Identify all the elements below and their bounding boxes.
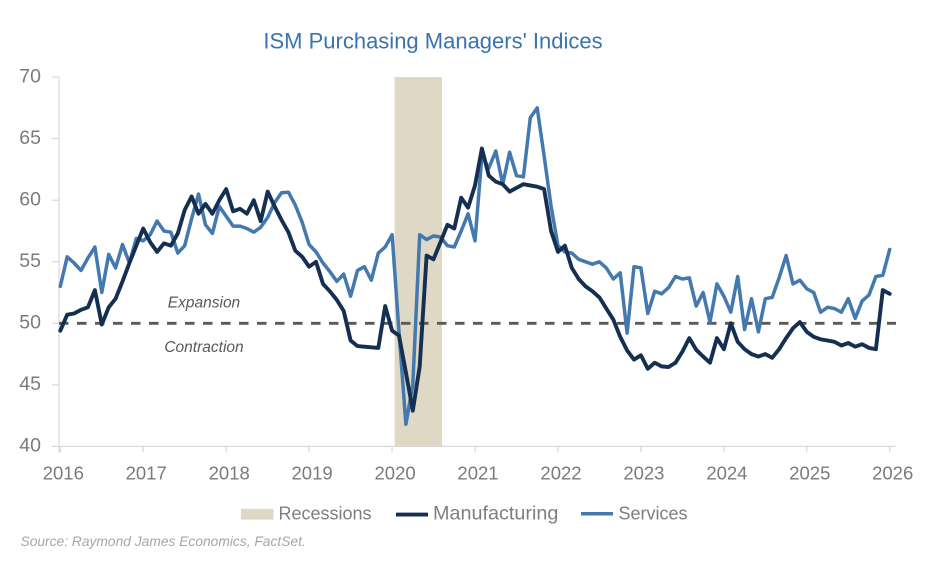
svg-text:2018: 2018 (209, 463, 250, 484)
svg-text:2020: 2020 (375, 463, 416, 484)
svg-text:2025: 2025 (789, 463, 830, 484)
svg-text:ISM Purchasing Managers' Indic: ISM Purchasing Managers' Indices (263, 29, 602, 54)
svg-text:55: 55 (19, 250, 41, 272)
svg-text:2016: 2016 (43, 463, 84, 484)
svg-text:50: 50 (19, 312, 41, 334)
svg-text:40: 40 (19, 435, 41, 457)
svg-text:Services: Services (619, 504, 688, 524)
svg-text:Expansion: Expansion (168, 295, 240, 312)
svg-text:2017: 2017 (126, 463, 167, 484)
svg-text:45: 45 (19, 373, 41, 395)
svg-text:Recessions: Recessions (279, 504, 372, 524)
svg-text:Manufacturing: Manufacturing (433, 503, 558, 525)
svg-text:2023: 2023 (623, 463, 664, 484)
svg-text:2019: 2019 (292, 463, 333, 484)
svg-text:2022: 2022 (540, 463, 581, 484)
svg-text:2021: 2021 (457, 463, 498, 484)
svg-text:2026: 2026 (872, 463, 913, 484)
svg-text:60: 60 (19, 189, 41, 211)
svg-text:70: 70 (19, 65, 41, 87)
svg-text:2024: 2024 (706, 463, 747, 484)
svg-text:Source: Raymond James Economic: Source: Raymond James Economics, FactSet… (21, 534, 306, 549)
svg-text:65: 65 (19, 127, 41, 149)
svg-text:Contraction: Contraction (164, 339, 243, 356)
